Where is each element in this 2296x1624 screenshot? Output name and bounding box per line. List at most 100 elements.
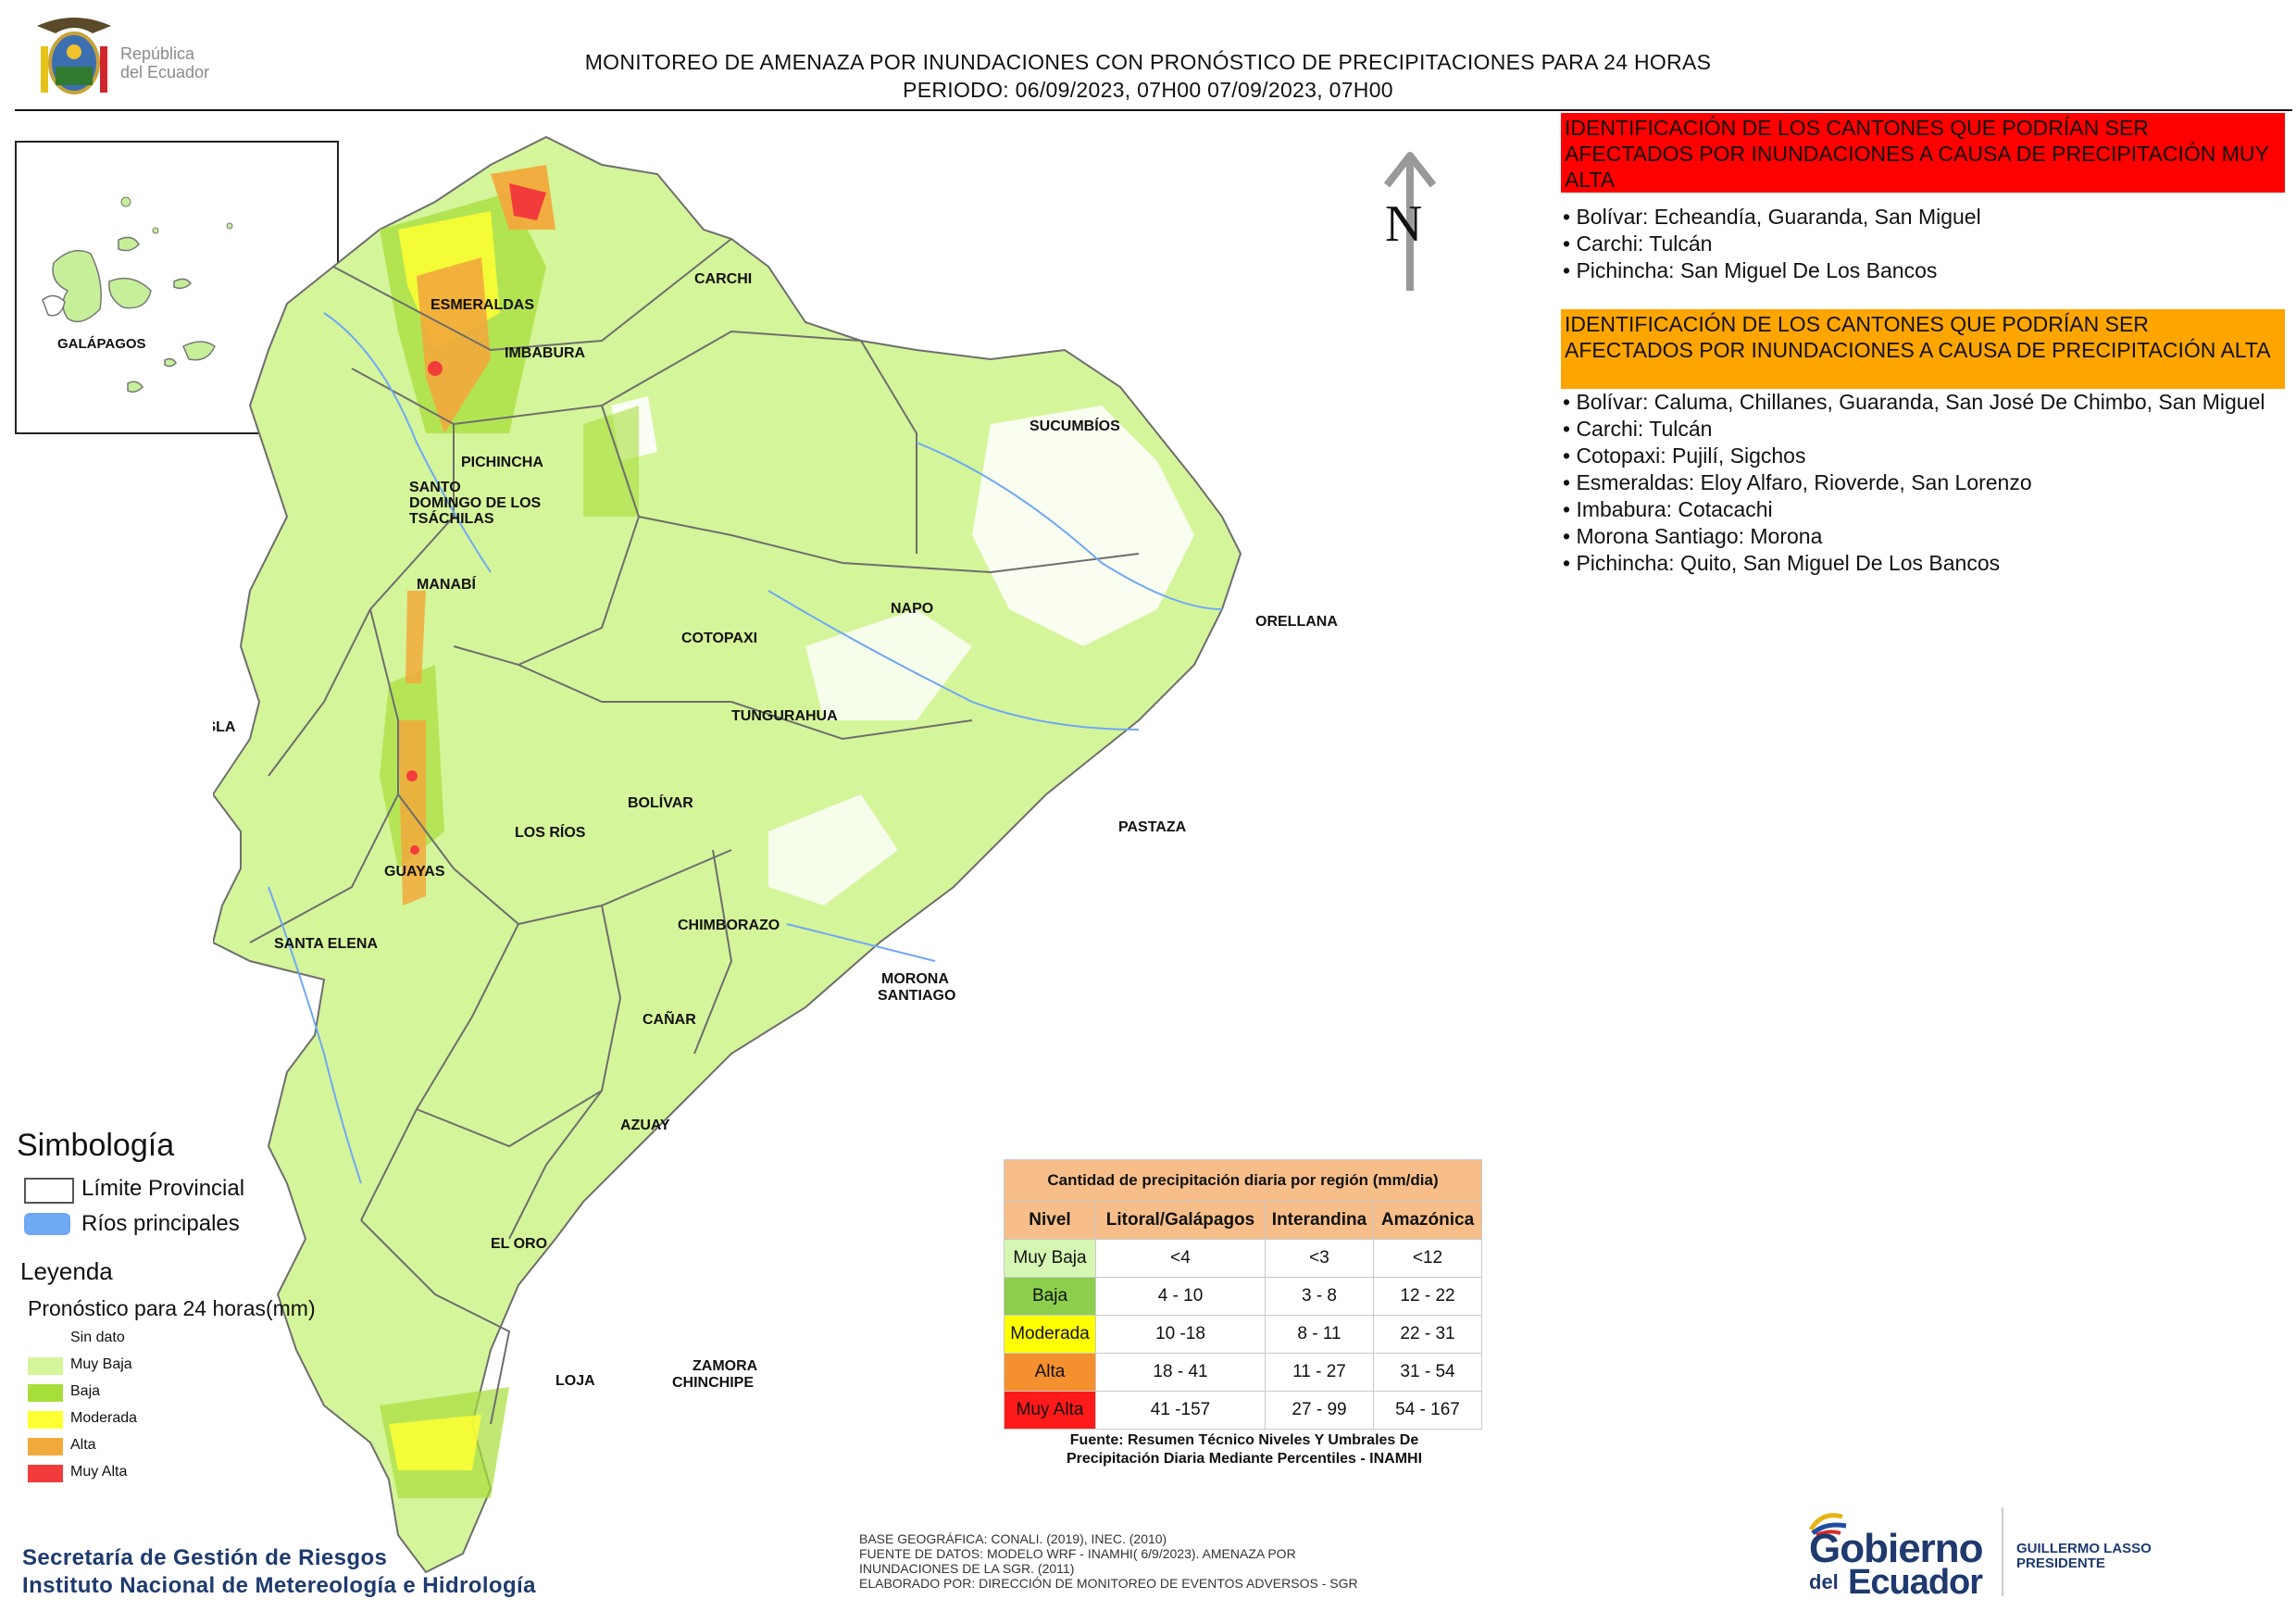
coat-of-arms-icon — [37, 18, 111, 94]
fernandina-island — [42, 294, 66, 317]
table-source-line: Precipitación Diaria Mediante Percentile… — [1066, 1451, 1423, 1467]
table-cell: 22 - 31 — [1373, 1315, 1482, 1354]
ecuador-map: ESMERALDAS CARCHI IMBABURA SUCUMBÍOS PIC… — [213, 135, 1338, 1574]
label-sucumbios: SUCUMBÍOS — [1029, 417, 1120, 434]
label-loja: LOJA — [555, 1373, 595, 1389]
list-item: • Pichincha: San Miguel De Los Bancos — [1563, 258, 1938, 282]
title-line: MONITOREO DE AMENAZA POR INUNDACIONES CO… — [584, 50, 1712, 74]
legend-swatch-muy-baja — [28, 1357, 63, 1375]
table-source: Fuente: Resumen Técnico Niveles Y Umbral… — [1004, 1431, 1485, 1468]
label-guayas: GUAYAS — [384, 864, 445, 880]
president-name: GUILLERMO LASSO — [2016, 1541, 2152, 1556]
santiago-island — [118, 236, 140, 252]
table-header: Interandina — [1265, 1201, 1374, 1240]
table-cell: 8 - 11 — [1265, 1315, 1374, 1354]
header-divider — [15, 109, 2292, 111]
table-cell: <4 — [1095, 1239, 1266, 1278]
label-isla: ISLA — [213, 719, 236, 735]
list-item: • Pichincha: Quito, San Miguel De Los Ba… — [1563, 551, 2001, 575]
label-el-oro: EL ORO — [491, 1236, 547, 1252]
provincial-limit-swatch — [24, 1178, 74, 1204]
table-cell: 31 - 54 — [1373, 1353, 1482, 1392]
table-cell-nivel: Baja — [1004, 1277, 1096, 1316]
list-item: • Esmeraldas: Eloy Alfaro, Rioverde, San… — [1563, 470, 2032, 494]
legend-label-moderada: Moderada — [70, 1410, 138, 1426]
list-item: • Carchi: Tulcán — [1563, 231, 1713, 256]
high-cantons-list: • Bolívar: Caluma, Chillanes, Guaranda, … — [1563, 389, 2285, 577]
footer-src-line: FUENTE DE DATOS: MODELO WRF - INAMHI( 6/… — [859, 1546, 1296, 1561]
main-rivers — [268, 312, 1223, 1184]
table-header: Litoral/Galápagos — [1095, 1201, 1266, 1240]
table-cell: 4 - 10 — [1095, 1277, 1266, 1316]
label-carchi: CARCHI — [694, 271, 752, 287]
logo-line-2: del Ecuador — [120, 63, 210, 81]
legend-title: Leyenda — [20, 1257, 113, 1285]
label-zamora-1: ZAMORA — [693, 1358, 758, 1374]
footer-src-line: ELABORADO POR: DIRECCIÓN DE MONITOREO DE… — [859, 1576, 1358, 1591]
label-chimborazo: CHIMBORAZO — [678, 918, 780, 933]
gobierno-divider — [2002, 1507, 2003, 1596]
table-cell: 27 - 99 — [1265, 1391, 1374, 1430]
label-esmeraldas: ESMERALDAS — [430, 297, 534, 313]
president-title: PRESIDENTE — [2016, 1555, 2105, 1571]
footer-organizations: Secretaría de Gestión de Riesgos Institu… — [22, 1544, 536, 1600]
list-item: • Imbabura: Cotacachi — [1563, 497, 1773, 521]
legend-label-muy-alta: Muy Alta — [70, 1464, 128, 1480]
label-santo-domingo-3: TSÁCHILAS — [409, 509, 494, 527]
very-high-alert-title: IDENTIFICACIÓN DE LOS CANTONES QUE PODRÍ… — [1561, 113, 2285, 193]
legend-swatch-muy-alta — [28, 1465, 63, 1482]
list-item: • Bolívar: Echeandía, Guaranda, San Migu… — [1563, 205, 1981, 229]
label-napo: NAPO — [891, 601, 933, 617]
footer-src-line: INUNDACIONES DE LA SGR. (2011) — [859, 1561, 1075, 1576]
label-los-rios: LOS RÍOS — [515, 823, 586, 841]
north-letter: N — [1385, 195, 1423, 253]
table-cell: 11 - 27 — [1265, 1353, 1374, 1392]
legend-swatch-sin-dato — [28, 1330, 63, 1347]
del-word: del — [1809, 1570, 1839, 1593]
footer-org-line: Instituto Nacional de Metereología e Hid… — [22, 1573, 536, 1598]
ecuador-word: Ecuador — [1848, 1563, 1983, 1602]
legend-label-muy-baja: Muy Baja — [70, 1356, 132, 1372]
table-row: Muy Baja <4 <3 <12 — [1004, 1239, 1482, 1278]
san-cristobal-island — [182, 341, 216, 361]
label-santo-domingo-2: DOMINGO DE LOS — [409, 495, 542, 511]
legend-swatch-alta — [28, 1438, 63, 1455]
table-cell-nivel: Muy Baja — [1004, 1239, 1096, 1278]
table-row: Alta 18 - 41 11 - 27 31 - 54 — [1004, 1353, 1482, 1392]
gobierno-word: Gobierno — [1809, 1526, 1984, 1571]
table-cell: 3 - 8 — [1265, 1277, 1374, 1316]
table-cell: 54 - 167 — [1373, 1391, 1482, 1430]
table-header: Amazónica — [1373, 1201, 1482, 1240]
label-morona-1: MORONA — [881, 971, 949, 987]
footer-org-line: Secretaría de Gestión de Riesgos — [22, 1545, 388, 1570]
santa-cruz-island — [108, 277, 152, 309]
label-zamora-2: CHINCHIPE — [672, 1375, 754, 1391]
label-imbabura: IMBABURA — [505, 345, 586, 361]
legend-label-baja: Baja — [70, 1383, 101, 1399]
high-alert-title: IDENTIFICACIÓN DE LOS CANTONES QUE PODRÍ… — [1561, 309, 2285, 389]
muy-alta-spot-bolivar — [406, 770, 418, 781]
page-title: MONITOREO DE AMENAZA POR INUNDACIONES CO… — [0, 48, 2296, 104]
gobierno-logo: Gobierno del Ecuador GUILLERMO LASSO PRE… — [1796, 1500, 2185, 1602]
table-cell: 18 - 41 — [1095, 1353, 1266, 1392]
footer-sources: BASE GEOGRÁFICA: CONALI. (2019), INEC. (… — [859, 1531, 1452, 1591]
baltra-island — [173, 278, 192, 290]
republica-logo-text: República del Ecuador — [120, 44, 209, 81]
label-santa-elena: SANTA ELENA — [274, 936, 378, 952]
north-arrow-icon — [1383, 152, 1437, 291]
label-tungurahua: TUNGURAHUA — [731, 708, 838, 724]
very-high-cantons-list: • Bolívar: Echeandía, Guaranda, San Migu… — [1563, 204, 2285, 284]
sin-dato-area-south — [768, 794, 898, 906]
table-source-line: Fuente: Resumen Técnico Niveles Y Umbral… — [1069, 1432, 1419, 1448]
footer-src-line: BASE GEOGRÁFICA: CONALI. (2019), INEC. (… — [859, 1531, 1167, 1546]
table-row: Baja 4 - 10 3 - 8 12 - 22 — [1004, 1277, 1482, 1316]
provincial-limit-label: Límite Provincial — [81, 1176, 245, 1201]
logo-line-1: República — [120, 44, 195, 63]
list-item: • Bolívar: Caluma, Chillanes, Guaranda, … — [1563, 390, 2265, 414]
label-pichincha: PICHINCHA — [461, 455, 543, 470]
table-cell-nivel: Moderada — [1004, 1315, 1096, 1354]
muy-alta-spot-bolivar-2 — [410, 845, 419, 855]
label-canar: CAÑAR — [643, 1009, 696, 1028]
table-cell: <12 — [1373, 1239, 1482, 1278]
list-item: • Carchi: Tulcán — [1563, 417, 1713, 441]
